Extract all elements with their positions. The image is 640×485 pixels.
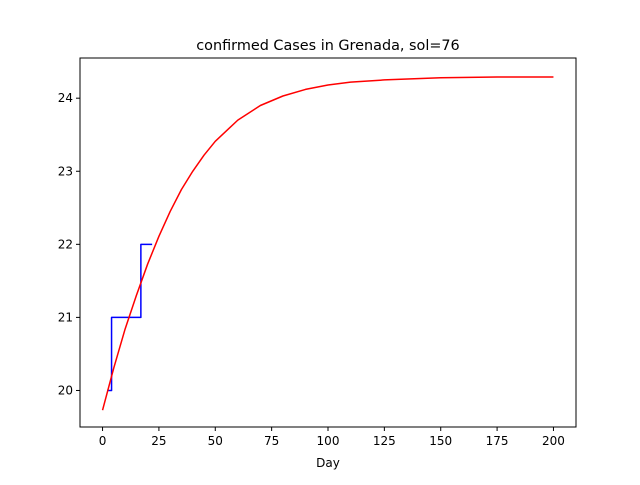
x-axis-label: Day <box>316 456 340 470</box>
x-tick-label: 175 <box>486 434 509 448</box>
y-tick-label: 21 <box>58 310 73 324</box>
x-tick-label: 75 <box>264 434 279 448</box>
x-axis: 0 25 50 75 100 125 150 175 200 <box>99 427 565 448</box>
series-layer <box>101 76 554 411</box>
y-tick-label: 22 <box>58 237 73 251</box>
series-line-1 <box>107 243 153 392</box>
x-tick-label: 25 <box>151 434 166 448</box>
x-tick-label: 200 <box>542 434 565 448</box>
x-tick-label: 0 <box>99 434 107 448</box>
y-tick-label: 24 <box>58 91 73 105</box>
x-tick-label: 150 <box>429 434 452 448</box>
x-tick-label: 50 <box>208 434 223 448</box>
y-axis: 20 21 22 23 24 <box>58 91 80 397</box>
y-tick-label: 20 <box>58 383 73 397</box>
plot-frame <box>79 57 577 428</box>
x-tick-label: 125 <box>373 434 396 448</box>
plot-area <box>79 57 577 428</box>
y-tick-label: 23 <box>58 164 73 178</box>
series-line-2 <box>101 76 554 411</box>
x-tick-label: 100 <box>317 434 340 448</box>
chart-title: confirmed Cases in Grenada, sol=76 <box>196 38 459 54</box>
